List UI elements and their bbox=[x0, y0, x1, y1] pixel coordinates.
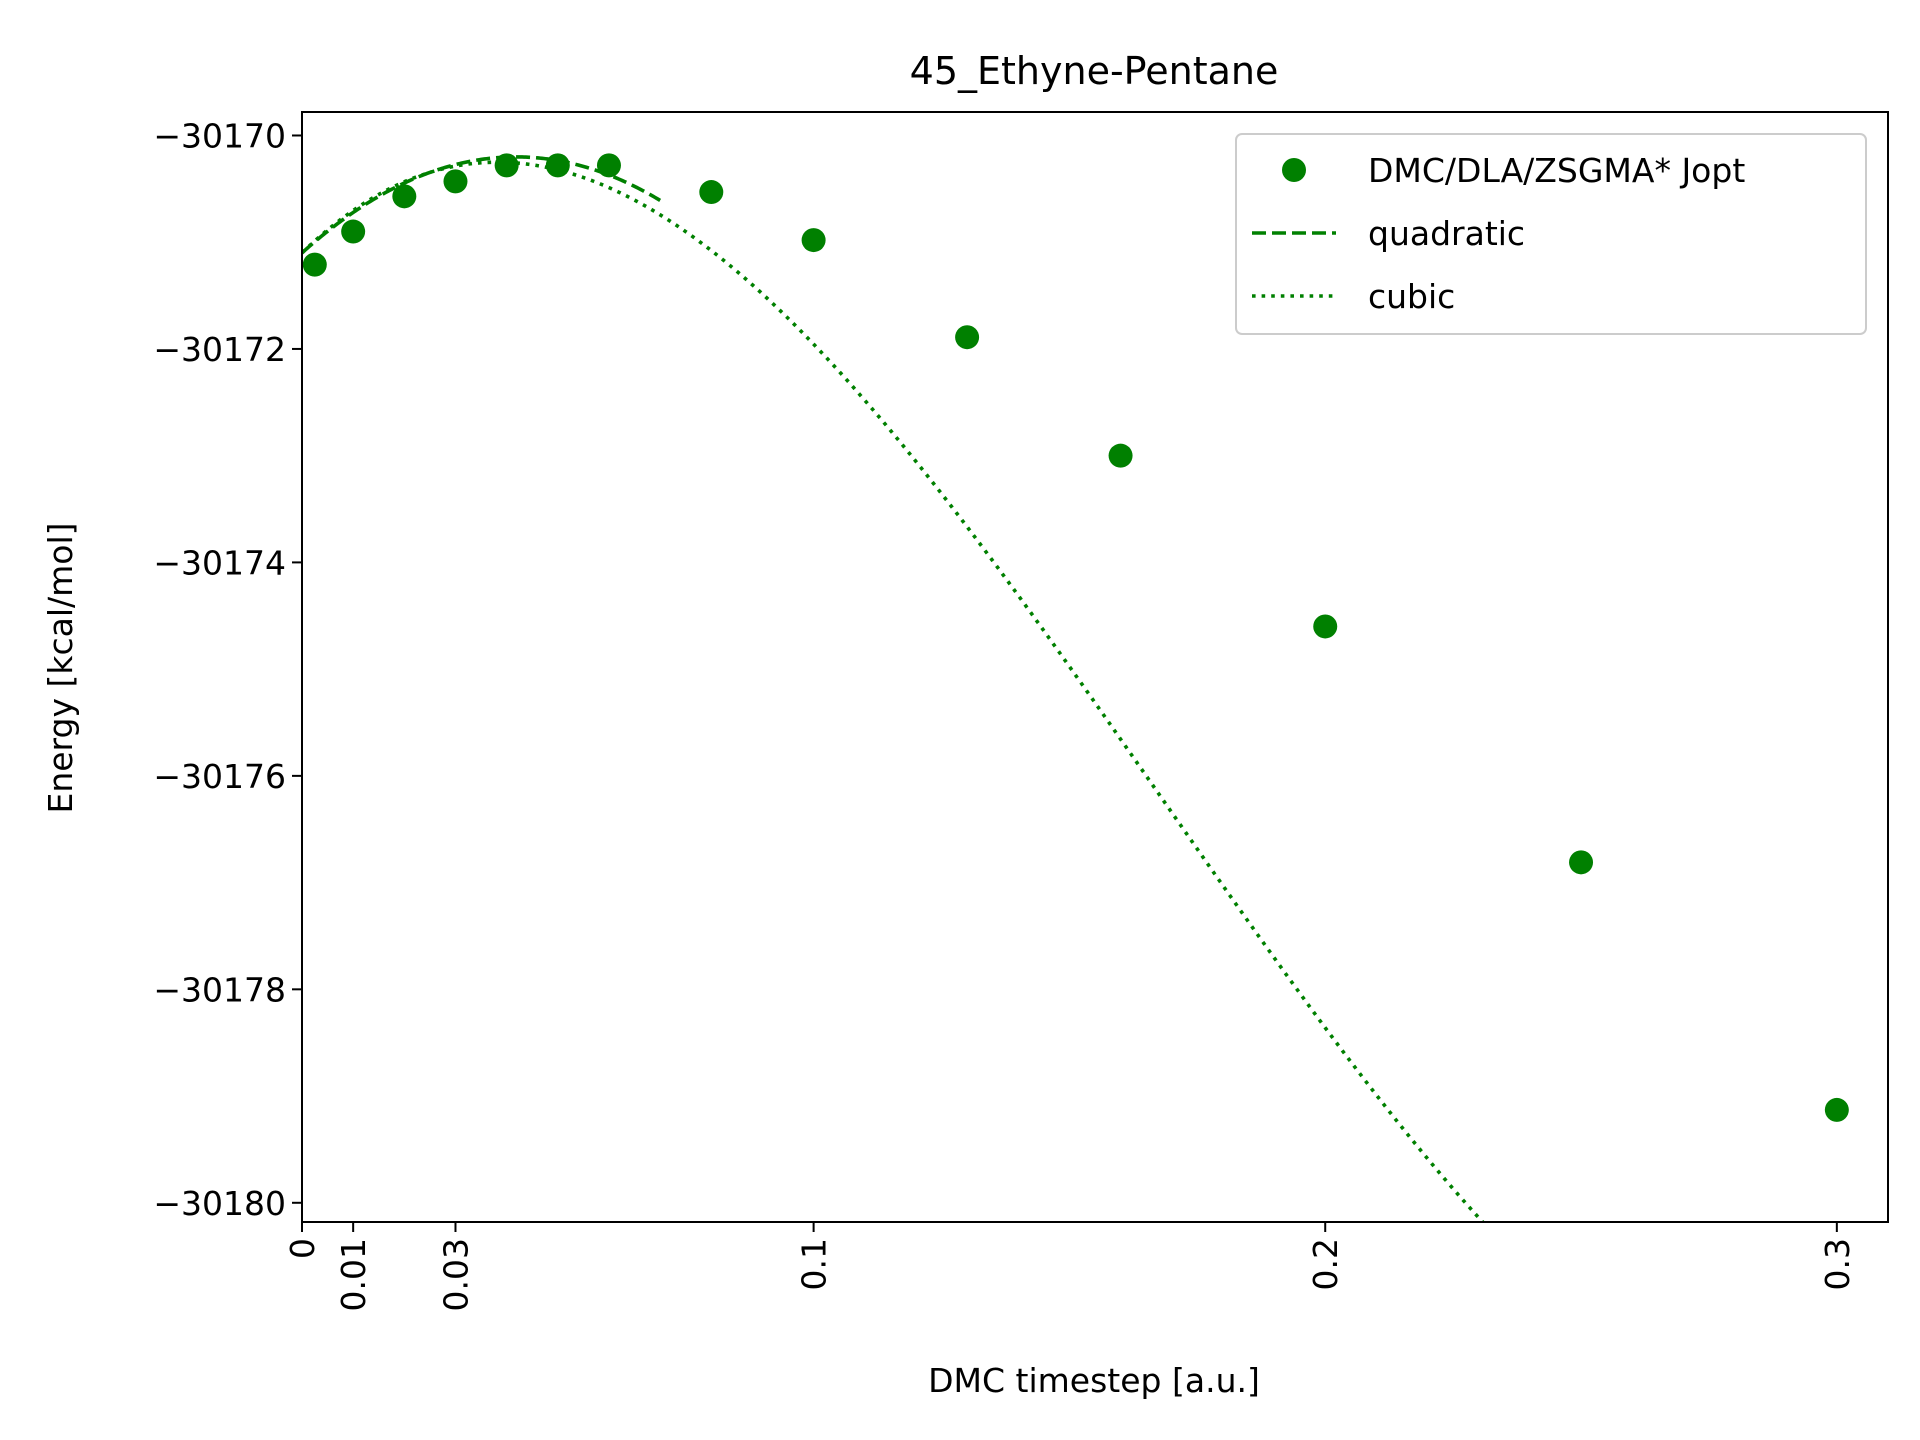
x-tick-label: 0.03 bbox=[436, 1238, 475, 1311]
y-tick-label: −30170 bbox=[153, 116, 286, 155]
y-tick-label: −30178 bbox=[153, 970, 286, 1009]
data-point bbox=[699, 180, 724, 205]
y-axis-label: Energy [kcal/mol] bbox=[41, 522, 80, 813]
data-point bbox=[1824, 1097, 1849, 1122]
y-tick-label: −30176 bbox=[153, 757, 286, 796]
data-point bbox=[801, 228, 826, 253]
x-tick-label: 0.3 bbox=[1818, 1238, 1857, 1290]
legend-box bbox=[1235, 133, 1867, 335]
x-tick-label: 0.01 bbox=[334, 1238, 373, 1311]
y-tick-label: −30174 bbox=[153, 543, 286, 582]
x-tick-label: 0 bbox=[283, 1238, 322, 1259]
legend-label: quadratic bbox=[1368, 214, 1525, 253]
data-point bbox=[302, 252, 327, 277]
legend-label: cubic bbox=[1368, 277, 1455, 316]
data-point bbox=[1569, 850, 1594, 875]
legend: DMC/DLA/ZSGMA* Jopt quadratic cubic bbox=[1235, 133, 1867, 335]
data-point bbox=[392, 184, 417, 209]
x-tick-label: 0.2 bbox=[1306, 1238, 1345, 1290]
data-point bbox=[443, 169, 468, 194]
data-point bbox=[545, 153, 570, 178]
y-tick-label: −30180 bbox=[153, 1184, 286, 1223]
plot-area bbox=[302, 153, 1849, 1222]
data-point bbox=[494, 153, 519, 178]
x-tick-label: 0.1 bbox=[795, 1238, 834, 1290]
legend-marker bbox=[1282, 158, 1306, 182]
data-point bbox=[1313, 614, 1338, 639]
plot-frame bbox=[301, 111, 1889, 1223]
legend-label: DMC/DLA/ZSGMA* Jopt bbox=[1368, 151, 1745, 190]
axes: −30170 −30172 −30174 −30176 −30178 −30180 0 0.0… bbox=[153, 111, 1889, 1311]
data-point bbox=[341, 219, 366, 244]
data-point bbox=[1108, 443, 1133, 468]
data-point bbox=[955, 325, 980, 350]
chart-title: 45_Ethyne-Pentane bbox=[910, 49, 1279, 93]
data-point bbox=[596, 153, 621, 178]
y-tick-label: −30172 bbox=[153, 330, 286, 369]
x-axis-label: DMC timestep [a.u.] bbox=[928, 1361, 1260, 1400]
